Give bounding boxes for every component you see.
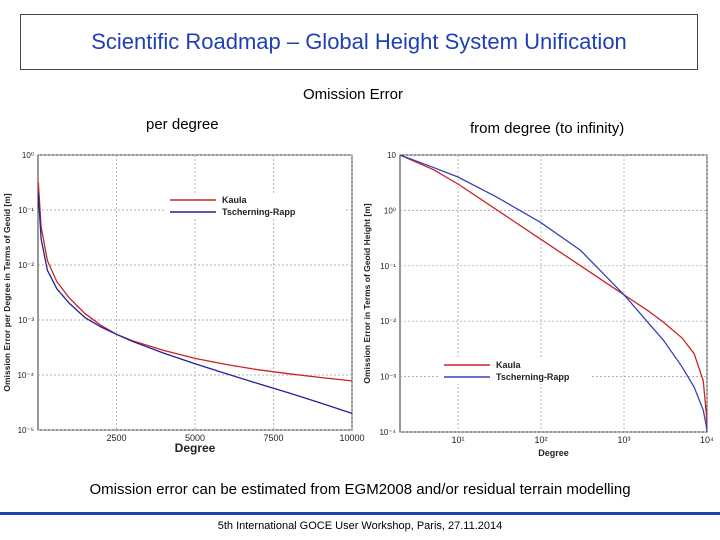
legend-label: Kaula [222, 195, 248, 205]
y-tick-label: 10⁻¹ [380, 262, 396, 271]
legend-box [166, 193, 346, 219]
x-axis-title: Degree [175, 441, 216, 455]
x-tick-label: 10² [535, 435, 548, 445]
plot-frame [399, 154, 708, 433]
y-tick-label: 10⁻³ [380, 373, 396, 382]
x-tick-label: 5000 [185, 433, 205, 443]
y-tick-label: 10⁻¹ [18, 206, 34, 215]
subtitle: Omission Error [303, 86, 404, 103]
y-tick-label: 10⁻² [380, 317, 396, 326]
footer: 5th International GOCE User Workshop, Pa… [217, 520, 503, 532]
x-tick-label: 7500 [263, 433, 283, 443]
y-tick-label: 10⁰ [22, 151, 34, 160]
y-tick-label: 10⁰ [384, 206, 396, 215]
x-tick-label: 10⁴ [700, 435, 714, 445]
left-chart-label: per degree [146, 116, 219, 133]
x-tick-label: 10¹ [452, 435, 465, 445]
series-line-tscherning-rapp [37, 193, 353, 415]
series-line-kaula [399, 154, 708, 428]
x-axis-title: Degree [538, 448, 569, 458]
right-chart-label: from degree (to infinity) [470, 120, 625, 137]
y-tick-label: 10⁻⁴ [379, 428, 396, 437]
legend-box [440, 358, 590, 384]
legend-label: Tscherning-Rapp [222, 207, 296, 217]
y-axis-title: Omission Error per Degree in Terms of Ge… [2, 193, 12, 391]
y-axis-title: Omission Error in Terms of Geoid Height … [362, 203, 372, 383]
y-tick-label: 10⁻² [18, 261, 34, 270]
series-line-tscherning-rapp [399, 154, 708, 433]
x-tick-label: 2500 [106, 433, 126, 443]
x-tick-label: 10000 [339, 433, 364, 443]
slide-title: Scientific Roadmap – Global Height Syste… [20, 14, 698, 70]
footer-divider [0, 512, 720, 515]
caption: Omission error can be estimated from EGM… [89, 481, 631, 498]
y-tick-label: 10⁻³ [18, 316, 34, 325]
y-tick-label: 10⁻⁴ [17, 371, 34, 380]
y-tick-label: 10⁻⁵ [18, 426, 34, 435]
legend-label: Kaula [496, 360, 522, 370]
y-tick-label: 10 [387, 151, 396, 160]
x-tick-label: 10³ [617, 435, 630, 445]
legend-label: Tscherning-Rapp [496, 372, 570, 382]
